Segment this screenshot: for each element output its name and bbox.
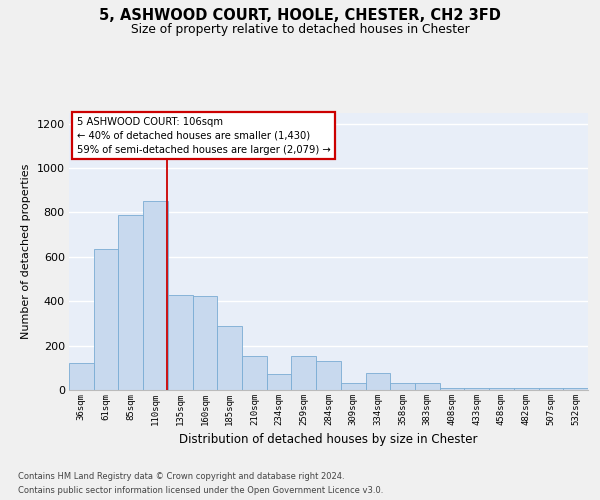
Text: Size of property relative to detached houses in Chester: Size of property relative to detached ho… <box>131 22 469 36</box>
Y-axis label: Number of detached properties: Number of detached properties <box>21 164 31 339</box>
Text: Contains public sector information licensed under the Open Government Licence v3: Contains public sector information licen… <box>18 486 383 495</box>
Bar <box>365 374 390 390</box>
Bar <box>440 388 464 390</box>
Bar <box>390 384 415 390</box>
Bar <box>489 388 514 390</box>
Bar <box>464 388 489 390</box>
Bar <box>69 364 94 390</box>
Bar <box>563 388 588 390</box>
Bar <box>539 388 563 390</box>
Bar <box>143 202 168 390</box>
Bar <box>118 214 143 390</box>
Bar <box>415 384 440 390</box>
Bar <box>341 384 365 390</box>
Bar <box>193 296 217 390</box>
Bar <box>217 326 242 390</box>
Bar <box>514 388 539 390</box>
Text: 5 ASHWOOD COURT: 106sqm
← 40% of detached houses are smaller (1,430)
59% of semi: 5 ASHWOOD COURT: 106sqm ← 40% of detache… <box>77 116 331 154</box>
Bar <box>316 361 341 390</box>
Text: 5, ASHWOOD COURT, HOOLE, CHESTER, CH2 3FD: 5, ASHWOOD COURT, HOOLE, CHESTER, CH2 3F… <box>99 8 501 22</box>
Text: Contains HM Land Registry data © Crown copyright and database right 2024.: Contains HM Land Registry data © Crown c… <box>18 472 344 481</box>
X-axis label: Distribution of detached houses by size in Chester: Distribution of detached houses by size … <box>179 434 478 446</box>
Bar <box>292 356 316 390</box>
Bar <box>168 294 193 390</box>
Bar <box>94 249 118 390</box>
Bar <box>242 356 267 390</box>
Bar <box>267 374 292 390</box>
